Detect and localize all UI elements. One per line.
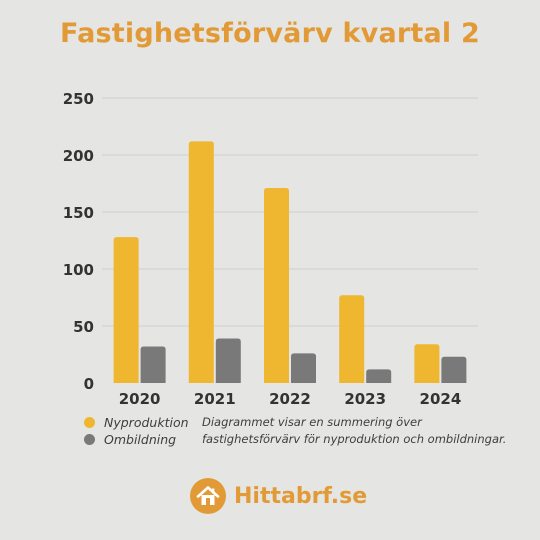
chart-title: Fastighetsförvärv kvartal 2 xyxy=(60,18,480,49)
y-tick-label: 50 xyxy=(73,318,94,336)
x-tick-label: 2020 xyxy=(119,390,161,408)
x-tick-label: 2024 xyxy=(420,390,462,408)
bar-chart: 0 50 100 150 200 250 2020 2021 2022 2023 2024 xyxy=(63,90,478,408)
brand-name: Hittabrf.se xyxy=(234,483,368,509)
x-tick-label: 2023 xyxy=(344,390,386,408)
legend-label-nyproduktion: Nyproduktion xyxy=(104,415,189,430)
chart-note: Diagrammet visar en summering över fasti… xyxy=(202,415,507,446)
x-tick-label: 2021 xyxy=(194,390,236,408)
y-tick-label: 150 xyxy=(63,204,94,222)
y-tick-label: 250 xyxy=(63,90,94,108)
legend-item-nyproduktion: Nyproduktion xyxy=(84,415,189,430)
x-tick-label: 2022 xyxy=(269,390,311,408)
bar-nyproduktion-2021 xyxy=(188,141,214,383)
bar-ombildning-2023 xyxy=(366,369,392,383)
y-tick-label: 100 xyxy=(63,261,94,279)
bar-nyproduktion-2023 xyxy=(339,295,365,383)
bar-ombildning-2022 xyxy=(291,353,316,383)
house-icon xyxy=(190,478,226,514)
legend-item-ombildning: Ombildning xyxy=(84,432,176,447)
y-tick-label: 0 xyxy=(84,375,94,393)
legend-label-ombildning: Ombildning xyxy=(104,432,177,447)
bar-ombildning-2020 xyxy=(140,346,166,383)
bar-nyproduktion-2020 xyxy=(113,237,139,383)
bar-ombildning-2024 xyxy=(441,356,467,383)
bar-ombildning-2021 xyxy=(215,338,241,383)
y-tick-label: 200 xyxy=(63,147,94,165)
legend-swatch-ombildning xyxy=(84,434,95,445)
brand-logo[interactable]: Hittabrf.se xyxy=(190,478,367,514)
bar-nyproduktion-2022 xyxy=(264,188,289,383)
bar-nyproduktion-2024 xyxy=(414,344,440,383)
legend-swatch-nyproduktion xyxy=(84,417,95,428)
